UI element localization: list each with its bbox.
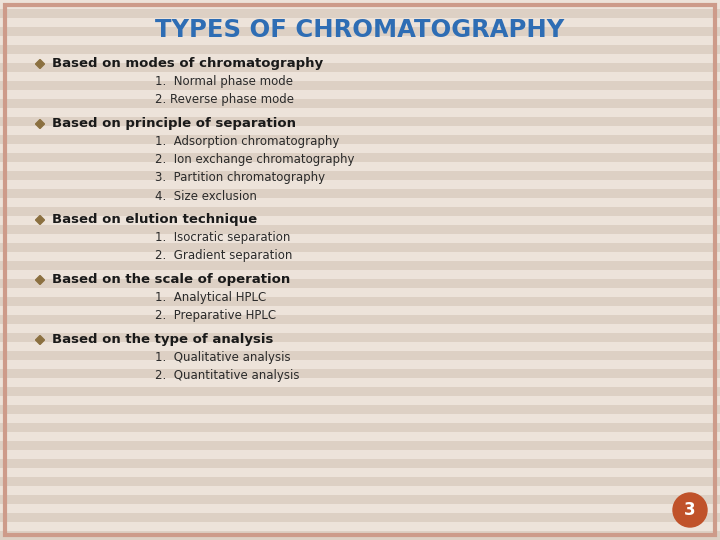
Bar xyxy=(0,36,720,45)
Polygon shape xyxy=(35,119,45,129)
Bar xyxy=(0,252,720,261)
Bar xyxy=(0,369,720,378)
Text: Based on modes of chromatography: Based on modes of chromatography xyxy=(52,57,323,71)
Bar xyxy=(0,72,720,81)
Bar xyxy=(0,0,720,9)
Bar xyxy=(0,63,720,72)
Bar xyxy=(0,351,720,360)
Bar xyxy=(0,405,720,414)
Bar xyxy=(0,162,720,171)
Bar xyxy=(0,207,720,216)
Bar xyxy=(0,279,720,288)
Bar xyxy=(0,504,720,513)
Bar xyxy=(0,522,720,531)
Bar xyxy=(0,135,720,144)
Text: Based on the scale of operation: Based on the scale of operation xyxy=(52,273,290,287)
Text: 1.  Isocratic separation: 1. Isocratic separation xyxy=(155,232,290,245)
Bar xyxy=(0,225,720,234)
Text: 1.  Normal phase mode: 1. Normal phase mode xyxy=(155,76,293,89)
Text: 2.  Quantitative analysis: 2. Quantitative analysis xyxy=(155,369,300,382)
Bar xyxy=(0,360,720,369)
Bar xyxy=(0,9,720,18)
Bar xyxy=(0,288,720,297)
Bar xyxy=(0,45,720,54)
Bar xyxy=(0,459,720,468)
Bar xyxy=(0,27,720,36)
Bar xyxy=(0,378,720,387)
Text: TYPES OF CHROMATOGRAPHY: TYPES OF CHROMATOGRAPHY xyxy=(156,18,564,42)
Bar xyxy=(0,153,720,162)
Bar xyxy=(0,234,720,243)
Bar xyxy=(0,297,720,306)
Bar xyxy=(0,117,720,126)
Bar xyxy=(0,477,720,486)
Bar xyxy=(0,306,720,315)
Polygon shape xyxy=(35,59,45,69)
Bar xyxy=(0,486,720,495)
Bar xyxy=(0,450,720,459)
Bar xyxy=(0,441,720,450)
Bar xyxy=(0,126,720,135)
Polygon shape xyxy=(35,275,45,285)
Text: Based on principle of separation: Based on principle of separation xyxy=(52,118,296,131)
Polygon shape xyxy=(35,215,45,225)
Bar xyxy=(0,18,720,27)
Bar xyxy=(0,189,720,198)
Bar xyxy=(0,261,720,270)
Bar xyxy=(0,387,720,396)
Bar xyxy=(0,180,720,189)
Text: 1.  Qualitative analysis: 1. Qualitative analysis xyxy=(155,352,291,365)
Polygon shape xyxy=(35,335,45,345)
Bar xyxy=(0,270,720,279)
Bar xyxy=(0,81,720,90)
Bar xyxy=(0,171,720,180)
Text: 3.  Partition chromatography: 3. Partition chromatography xyxy=(155,172,325,185)
Bar xyxy=(0,54,720,63)
Text: 1.  Adsorption chromatography: 1. Adsorption chromatography xyxy=(155,136,339,148)
Text: 2.  Preparative HPLC: 2. Preparative HPLC xyxy=(155,309,276,322)
Bar xyxy=(0,495,720,504)
Bar xyxy=(0,468,720,477)
Bar xyxy=(0,531,720,540)
Circle shape xyxy=(673,493,707,527)
Text: 1.  Analytical HPLC: 1. Analytical HPLC xyxy=(155,292,266,305)
Text: Based on the type of analysis: Based on the type of analysis xyxy=(52,334,274,347)
Bar xyxy=(0,333,720,342)
Bar xyxy=(0,513,720,522)
Bar xyxy=(0,144,720,153)
Bar xyxy=(0,414,720,423)
Bar xyxy=(0,198,720,207)
Bar xyxy=(0,423,720,432)
Bar xyxy=(0,216,720,225)
Text: 2. Reverse phase mode: 2. Reverse phase mode xyxy=(155,93,294,106)
Text: 4.  Size exclusion: 4. Size exclusion xyxy=(155,190,257,202)
Bar xyxy=(0,342,720,351)
Text: 3: 3 xyxy=(684,501,696,519)
Bar xyxy=(0,108,720,117)
Text: Based on elution technique: Based on elution technique xyxy=(52,213,257,226)
Bar xyxy=(0,432,720,441)
Bar xyxy=(0,243,720,252)
Bar xyxy=(0,90,720,99)
Bar xyxy=(0,324,720,333)
Bar xyxy=(0,396,720,405)
Text: 2.  Gradient separation: 2. Gradient separation xyxy=(155,249,292,262)
Bar xyxy=(0,315,720,324)
Bar xyxy=(0,99,720,108)
Text: 2.  Ion exchange chromatography: 2. Ion exchange chromatography xyxy=(155,153,354,166)
